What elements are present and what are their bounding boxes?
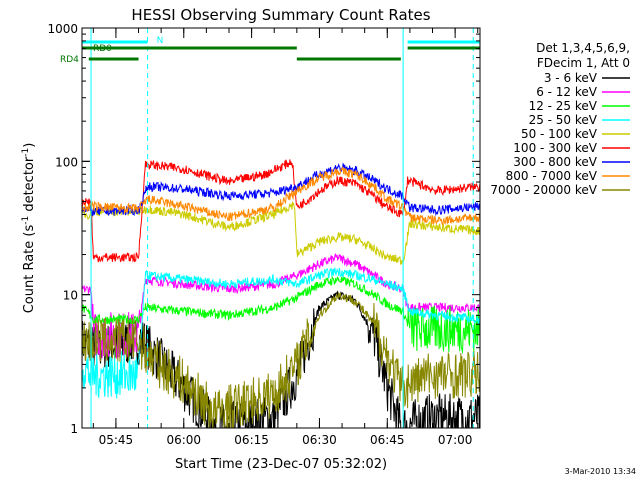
series-line [82,290,480,428]
x-tick-label: 06:00 [166,433,201,447]
footer-date: 3-Mar-2010 13:34 [565,467,636,476]
legend-entry-label: 6 - 12 keV [536,85,598,99]
y-axis-label-sup: -1 [21,148,31,157]
plot-area [82,28,480,428]
legend-entry-label: 12 - 25 keV [529,99,598,113]
legend-entry-label: 100 - 300 keV [513,141,597,155]
flag-label-rd0: RD0 [93,44,112,54]
series-line [82,292,480,428]
x-tick-label: 06:15 [234,433,269,447]
x-tick-label: 05:45 [99,433,134,447]
y-tick-label: 100 [55,155,78,169]
legend-entry-label: 300 - 800 keV [513,155,597,169]
y-tick-label: 10 [63,289,78,303]
x-tick-label: 06:45 [370,433,405,447]
y-tick-label: 1 [70,422,78,436]
legend-entry-label: 50 - 100 keV [521,127,598,141]
y-axis-label: Count Rate (s-1 detector-1) [21,143,37,314]
legend-entry-label: 3 - 6 keV [544,71,598,85]
axes: 1 10 100 1000 05:45 06:00 06:15 06:30 06:45 07:00 [47,22,480,447]
legend-entry-label: 25 - 50 keV [529,113,598,127]
series-line [82,201,480,266]
series-line [82,267,480,399]
legend-header-line: FDecim 1, Att 0 [537,56,630,70]
legend: Det 1,3,4,5,6,9, FDecim 1, Att 0 3 - 6 k… [490,41,630,197]
y-axis-label-sup: -1 [21,216,31,225]
x-tick-label: 06:30 [302,433,337,447]
chart-title: HESSI Observing Summary Count Rates [131,6,430,24]
y-axis-label-part: Count Rate (s [22,225,37,314]
legend-header-line: Det 1,3,4,5,6,9, [536,41,630,55]
y-axis-label-part: ) [22,143,37,148]
legend-entry-label: 800 - 7000 keV [506,169,598,183]
y-tick-label: 1000 [47,22,78,36]
series-line [82,162,480,217]
x-tick-label: 07:00 [438,433,473,447]
x-axis-label: Start Time (23-Dec-07 05:32:02) [175,457,387,472]
series-line [82,165,480,226]
flag-label-n: N [157,36,164,46]
y-axis-label-part: detector [22,156,37,216]
flag-label-rd4: RD4 [60,55,79,65]
plot-frame [81,27,481,429]
series-line [82,275,480,354]
series-line [82,159,480,263]
legend-entry-label: 7000 - 20000 keV [490,183,597,197]
